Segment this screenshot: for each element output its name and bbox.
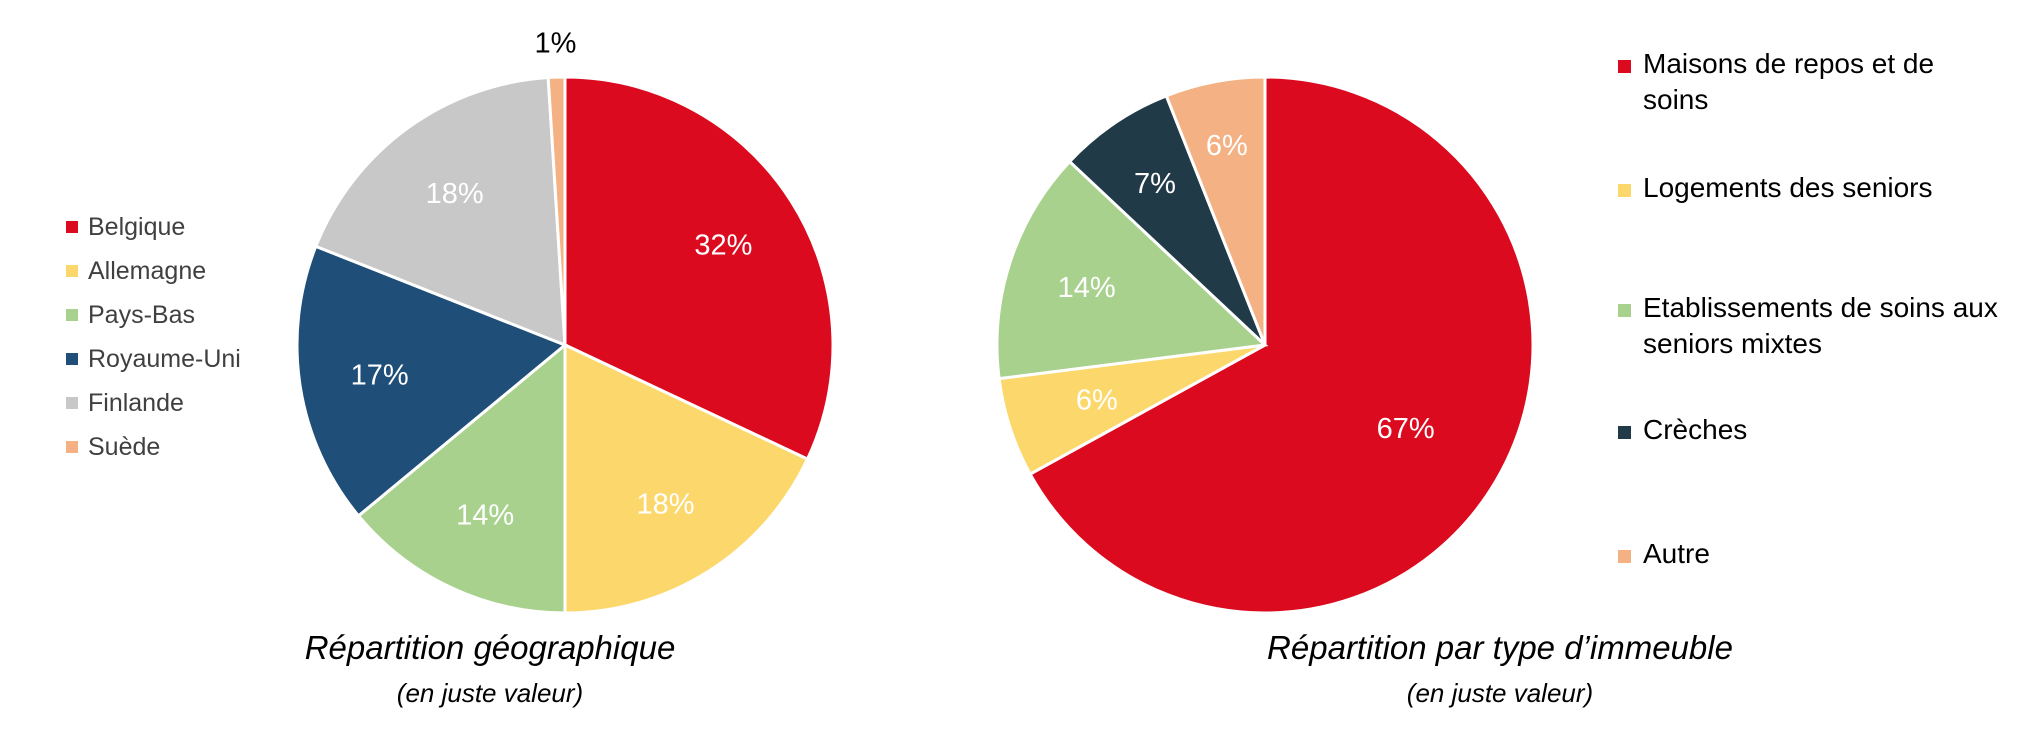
legend-label-creches: Crèches <box>1643 414 1748 445</box>
legend-label-etablissements-de-soins-aux-seniors-mixtes: Etablissements de soins aux seniors mixt… <box>1643 292 1998 359</box>
legend-swatch-maisons-de-repos-et-de-soins <box>1618 60 1631 73</box>
legend-label-logements-des-seniors: Logements des seniors <box>1643 172 1933 203</box>
legend-label-royaume-uni: Royaume-Uni <box>88 345 241 373</box>
pie-data-label-royaume-uni: 17% <box>351 359 409 391</box>
chart-title-building-type: Répartition par type d’immeuble <box>1267 629 1733 666</box>
legend-label-allemagne: Allemagne <box>88 257 207 285</box>
legend-label-finlande: Finlande <box>88 389 184 417</box>
pie-data-label-finlande: 18% <box>426 178 484 210</box>
legend-swatch-pays-bas <box>66 309 78 321</box>
legend-item-belgique: Belgique <box>66 210 185 244</box>
pie-slice-maisons-de-repos-et-de-soins <box>1028 75 1535 615</box>
legend-item-maisons-de-repos-et-de-soins: Maisons de repos et de soins <box>1618 46 2003 118</box>
legend-label-autre: Autre <box>1643 538 1710 569</box>
legend-swatch-suede <box>66 441 78 453</box>
legend-swatch-creches <box>1618 426 1631 439</box>
legend-item-autre: Autre <box>1618 536 2003 572</box>
legend-item-creches: Crèches <box>1618 412 2003 448</box>
pie-data-label-etablissements-de-soins-aux-seniors-mixtes: 14% <box>1058 272 1116 304</box>
chart-subtitle-geographic: (en juste valeur) <box>396 678 584 708</box>
pie-slice-suede <box>546 75 567 346</box>
legend-item-allemagne: Allemagne <box>66 254 206 288</box>
legend-swatch-etablissements-de-soins-aux-seniors-mixtes <box>1618 304 1631 317</box>
legend-swatch-logements-des-seniors <box>1618 184 1631 197</box>
legend-swatch-royaume-uni <box>66 353 78 365</box>
caption-geographic: Répartition géographique (en juste valeu… <box>180 628 800 710</box>
legend-item-suede: Suède <box>66 430 160 464</box>
legend-label-pays-bas: Pays-Bas <box>88 301 195 329</box>
pie-slice-allemagne <box>563 342 810 615</box>
pie-geographic: 32% 18% 14% 17% 18% 1% <box>295 27 835 615</box>
pie-slice-finlande <box>313 75 567 348</box>
legend-swatch-allemagne <box>66 265 78 277</box>
pie-slice-creches <box>1067 93 1267 347</box>
legend-swatch-belgique <box>66 221 78 233</box>
pie-slice-pays-bas <box>356 341 567 615</box>
legend-swatch-autre <box>1618 550 1631 563</box>
legend-item-finlande: Finlande <box>66 386 184 420</box>
caption-building-type: Répartition par type d’immeuble (en just… <box>1190 628 1810 710</box>
pie-building-type: 67% 6% 14% 7% 6% <box>995 75 1535 615</box>
legend-label-maisons-de-repos-et-de-soins: Maisons de repos et de soins <box>1643 48 1935 115</box>
legend-label-belgique: Belgique <box>88 213 186 241</box>
pie-slice-autre <box>1164 75 1267 346</box>
pie-data-label-allemagne: 18% <box>636 488 694 520</box>
pie-data-label-suede: 1% <box>535 27 577 59</box>
pie-slice-royaume-uni <box>295 244 568 518</box>
pie-data-label-pays-bas: 14% <box>456 500 514 532</box>
legend-item-logements-des-seniors: Logements des seniors <box>1618 170 2003 206</box>
legend-label-suede: Suède <box>88 433 161 461</box>
pie-data-label-maisons-de-repos-et-de-soins: 67% <box>1377 413 1435 445</box>
pie-data-label-creches: 7% <box>1134 168 1176 200</box>
pie-data-label-logements-des-seniors: 6% <box>1076 385 1118 417</box>
pie-slice-belgique <box>563 75 835 462</box>
legend-item-etablissements-de-soins-aux-seniors-mixtes: Etablissements de soins aux seniors mixt… <box>1618 290 2003 362</box>
pie-data-label-autre: 6% <box>1206 130 1248 162</box>
chart-title-geographic: Répartition géographique <box>304 629 676 666</box>
legend-item-royaume-uni: Royaume-Uni <box>66 342 241 376</box>
legend-item-pays-bas: Pays-Bas <box>66 298 195 332</box>
chart-subtitle-building-type: (en juste valeur) <box>1406 678 1594 708</box>
pie-data-label-belgique: 32% <box>694 230 752 262</box>
legend-swatch-finlande <box>66 397 78 409</box>
pie-slice-etablissements-de-soins-aux-seniors-mixtes <box>995 159 1269 381</box>
